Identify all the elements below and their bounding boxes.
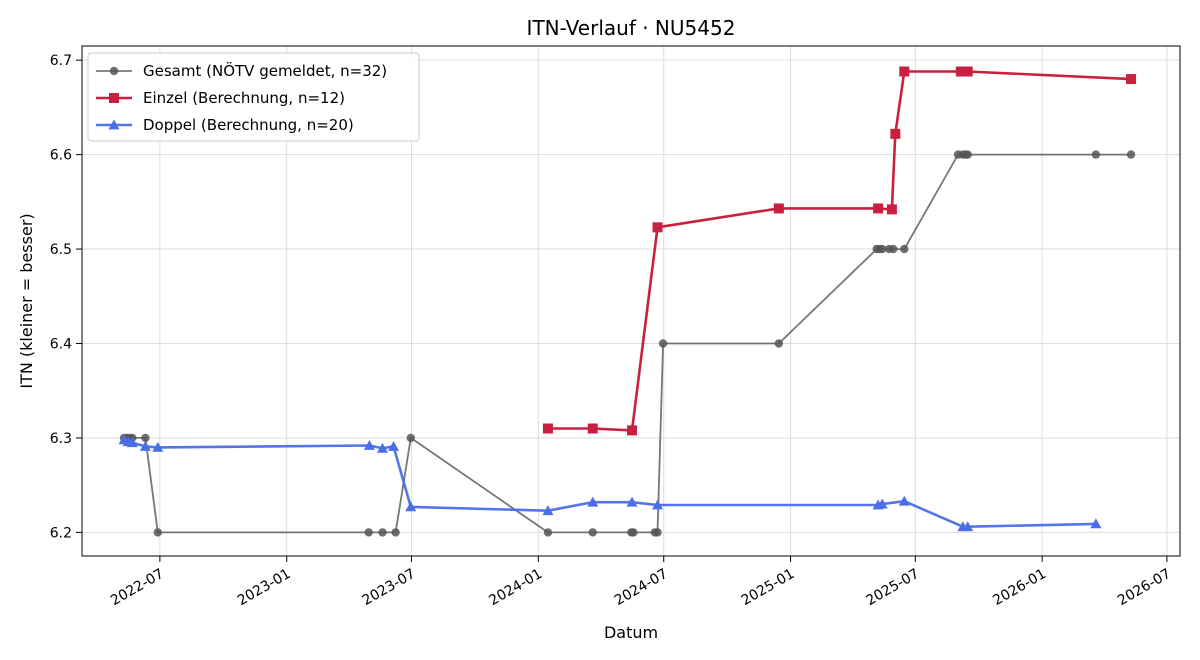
data-point (962, 521, 974, 532)
legend: Gesamt (NÖTV gemeldet, n=32) Einzel (Bere… (87, 52, 420, 142)
data-point (653, 528, 662, 537)
data-point (1091, 150, 1101, 159)
data-point (627, 425, 638, 436)
data-point (542, 505, 554, 516)
data-point (388, 440, 400, 451)
y-axis: 6.2 6.3 6.4 6.5 6.6 6.7 (50, 53, 82, 541)
legend-marker (109, 66, 119, 76)
data-point (406, 433, 415, 443)
y-tick-label: 6.6 (50, 148, 72, 164)
legend-box (87, 52, 420, 142)
data-point (405, 501, 417, 512)
y-tick-label: 6.3 (50, 431, 72, 447)
legend-marker (109, 93, 119, 103)
data-point (126, 437, 138, 448)
data-point (773, 203, 784, 214)
data-point (588, 528, 597, 537)
plot-frame (81, 45, 1181, 557)
data-point (963, 150, 972, 159)
data-point (898, 495, 910, 506)
data-point (876, 498, 888, 509)
data-point (363, 440, 375, 450)
data-point (774, 339, 784, 348)
data-point (378, 528, 387, 537)
y-axis-label: ITN (kleiner = besser) (17, 213, 36, 388)
data-point (152, 441, 164, 452)
data-point (962, 66, 973, 77)
y-tick-label: 6.4 (50, 337, 72, 353)
data-point (878, 244, 887, 254)
legend-marker (108, 119, 120, 130)
data-point (391, 528, 400, 537)
legend-label: Gesamt (NÖTV gemeldet, n=32) (143, 61, 387, 80)
data-point (141, 433, 150, 443)
x-axis-label: Datum (604, 623, 658, 642)
data-point (153, 528, 163, 537)
data-point (886, 204, 897, 215)
series-1 (119, 150, 1136, 537)
data-point (587, 496, 599, 507)
data-point (1126, 150, 1136, 159)
data-point (377, 442, 389, 453)
data-point (652, 499, 664, 510)
y-tick-label: 6.7 (50, 53, 72, 69)
data-point (658, 339, 668, 348)
data-point (889, 244, 898, 254)
y-tick-label: 6.2 (50, 525, 72, 541)
data-point (543, 528, 553, 537)
data-point (955, 66, 966, 77)
data-point (629, 528, 638, 537)
data-point (899, 66, 910, 77)
series-layer (118, 66, 1137, 537)
series-3 (118, 434, 1102, 532)
data-point (542, 423, 553, 434)
data-point (890, 128, 901, 139)
legend-label: Doppel (Berechnung, n=20) (143, 116, 354, 134)
data-point (873, 203, 884, 214)
data-point (626, 496, 638, 507)
data-point (900, 244, 909, 254)
data-point (1126, 74, 1137, 85)
data-point (587, 423, 598, 434)
data-point (364, 528, 373, 537)
data-point (139, 440, 151, 451)
y-tick-label: 6.5 (50, 242, 72, 258)
chart-title: ITN-Verlauf · NU5452 (527, 16, 736, 40)
legend-label: Einzel (Berechnung, n=12) (143, 89, 345, 107)
data-point (1090, 518, 1102, 529)
series-2 (542, 66, 1137, 436)
data-point (652, 222, 663, 233)
